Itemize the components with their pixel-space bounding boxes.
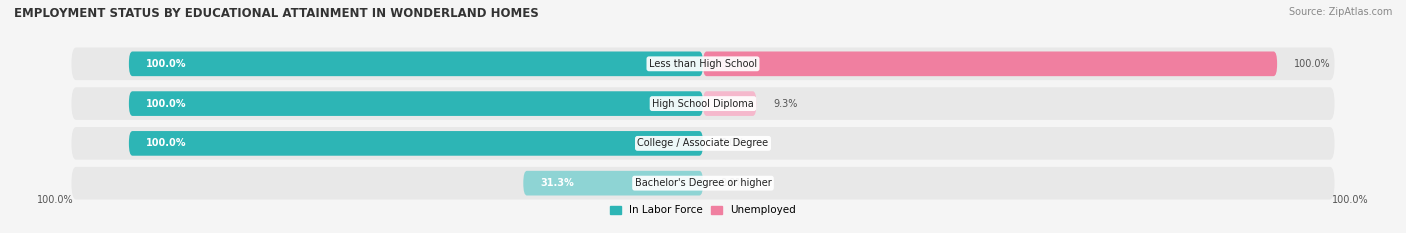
Text: Bachelor's Degree or higher: Bachelor's Degree or higher bbox=[634, 178, 772, 188]
Text: 100.0%: 100.0% bbox=[146, 99, 187, 109]
Text: 100.0%: 100.0% bbox=[37, 195, 73, 205]
FancyBboxPatch shape bbox=[703, 51, 1277, 76]
Text: Less than High School: Less than High School bbox=[650, 59, 756, 69]
FancyBboxPatch shape bbox=[72, 48, 1334, 80]
Text: 100.0%: 100.0% bbox=[146, 138, 187, 148]
Text: 100.0%: 100.0% bbox=[1295, 59, 1331, 69]
FancyBboxPatch shape bbox=[129, 91, 703, 116]
FancyBboxPatch shape bbox=[703, 91, 756, 116]
FancyBboxPatch shape bbox=[72, 87, 1334, 120]
FancyBboxPatch shape bbox=[523, 171, 703, 195]
Text: College / Associate Degree: College / Associate Degree bbox=[637, 138, 769, 148]
Text: 31.3%: 31.3% bbox=[540, 178, 574, 188]
FancyBboxPatch shape bbox=[72, 167, 1334, 199]
FancyBboxPatch shape bbox=[129, 51, 703, 76]
Legend: In Labor Force, Unemployed: In Labor Force, Unemployed bbox=[606, 201, 800, 219]
Text: Source: ZipAtlas.com: Source: ZipAtlas.com bbox=[1288, 7, 1392, 17]
Text: 0.0%: 0.0% bbox=[720, 178, 745, 188]
Text: 9.3%: 9.3% bbox=[773, 99, 799, 109]
FancyBboxPatch shape bbox=[129, 131, 703, 156]
Text: 0.0%: 0.0% bbox=[720, 138, 745, 148]
Text: 100.0%: 100.0% bbox=[146, 59, 187, 69]
Text: High School Diploma: High School Diploma bbox=[652, 99, 754, 109]
Text: EMPLOYMENT STATUS BY EDUCATIONAL ATTAINMENT IN WONDERLAND HOMES: EMPLOYMENT STATUS BY EDUCATIONAL ATTAINM… bbox=[14, 7, 538, 20]
Text: 100.0%: 100.0% bbox=[1333, 195, 1369, 205]
FancyBboxPatch shape bbox=[72, 127, 1334, 160]
